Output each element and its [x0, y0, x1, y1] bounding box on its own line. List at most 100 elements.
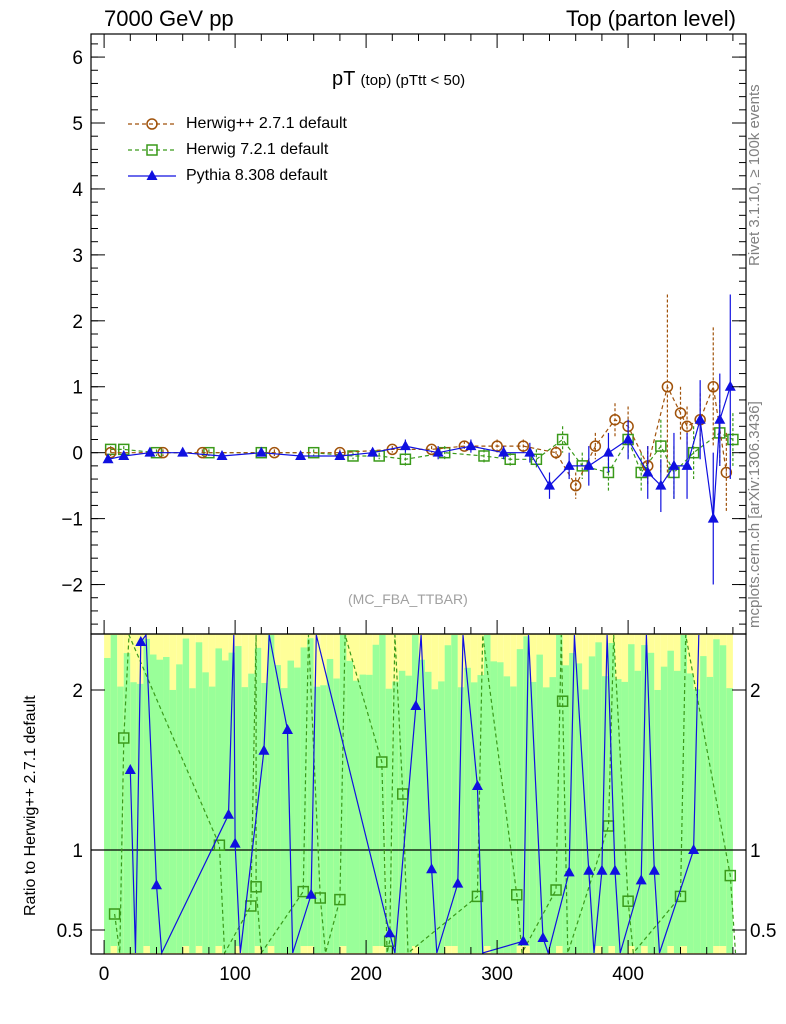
- pythia-point: [216, 449, 228, 460]
- ratio-pythia-point: [384, 927, 396, 938]
- herwigpp-point: [569, 479, 582, 492]
- band-inner: [117, 686, 124, 953]
- pythia-point: [714, 413, 726, 424]
- band-inner: [156, 659, 164, 953]
- band-inner: [228, 652, 236, 953]
- legend-marker: [146, 144, 158, 156]
- main-ytick-label: 1: [72, 378, 83, 399]
- band-inner: [359, 674, 367, 953]
- band-inner: [366, 674, 373, 953]
- herwigpp-point: [681, 420, 693, 433]
- band-inner: [398, 670, 406, 953]
- herwig7-point: [556, 433, 569, 446]
- plot-title-main: pT: [332, 68, 355, 90]
- main-ytick-label: 4: [72, 180, 83, 201]
- pythia-point: [498, 446, 510, 457]
- ratio-pythia-point: [635, 874, 647, 885]
- band-inner: [320, 685, 327, 953]
- ratio-ytick-label-right: 2: [750, 681, 761, 702]
- band-inner: [333, 678, 340, 953]
- band-inner: [261, 682, 268, 953]
- herwigpp-line: [110, 384, 727, 487]
- main-ytick-label: 3: [72, 246, 83, 267]
- pythia-point: [465, 440, 477, 451]
- band-inner: [405, 675, 412, 953]
- band-inner: [248, 673, 255, 953]
- herwig7-point: [655, 440, 667, 452]
- ratio-pythia-point: [537, 932, 549, 942]
- herwigpp-point: [720, 466, 733, 479]
- pythia-point: [399, 440, 411, 451]
- pythia-point: [681, 459, 693, 470]
- legend: [128, 118, 176, 180]
- header-right-label: Top (parton level): [566, 6, 736, 31]
- band-inner: [313, 686, 321, 953]
- band-inner: [431, 689, 439, 953]
- main-ytick-label: −1: [61, 510, 83, 531]
- ratio-xtick-label: 400: [612, 964, 644, 985]
- ratio-ytick-label-left: 0.5: [57, 921, 83, 942]
- band-inner: [608, 643, 615, 946]
- ratio-pythia-point: [282, 724, 293, 734]
- ratio-pythia-point: [124, 764, 136, 774]
- band-inner: [274, 665, 281, 953]
- ratio-pythia-point: [583, 864, 595, 875]
- band-inner: [516, 649, 524, 946]
- band-inner: [562, 665, 570, 953]
- band-inner: [418, 659, 426, 953]
- band-inner: [569, 653, 576, 953]
- pythia-point: [583, 459, 595, 470]
- legend-marker: [146, 170, 158, 180]
- band-inner: [176, 664, 183, 953]
- ratio-pythia-point: [471, 780, 483, 790]
- band-inner: [287, 660, 295, 953]
- band-inner: [123, 653, 131, 953]
- herwigpp-point: [517, 440, 530, 452]
- pythia-point: [622, 433, 634, 444]
- band-inner: [130, 682, 137, 953]
- pythia-point: [144, 446, 156, 457]
- band-inner: [490, 661, 498, 953]
- pythia-point: [432, 446, 444, 457]
- band-inner: [195, 642, 203, 946]
- band-inner: [215, 648, 222, 946]
- ratio-herwig7-point: [556, 695, 569, 707]
- band-inner: [621, 681, 629, 953]
- main-ytick-label: 2: [72, 312, 83, 333]
- herwigpp-point: [609, 413, 621, 426]
- band-inner: [169, 689, 177, 953]
- band-inner: [339, 635, 347, 946]
- herwig7-point: [504, 453, 516, 466]
- band-inner: [654, 689, 661, 953]
- ratio-ytick-label-right: 1: [750, 841, 761, 862]
- herwig7-point: [727, 433, 739, 446]
- band-inner: [425, 671, 432, 953]
- band-inner: [680, 635, 688, 946]
- band-inner: [628, 644, 635, 946]
- band-inner: [241, 687, 249, 953]
- band-inner: [556, 635, 563, 946]
- band-inner: [202, 672, 209, 953]
- band-inner: [470, 682, 478, 953]
- band-inner: [575, 663, 583, 953]
- band-inner: [385, 688, 393, 953]
- band-inner: [267, 635, 275, 946]
- analysis-label: (MC_FBA_TTBAR): [348, 591, 468, 607]
- pythia-point: [295, 449, 307, 460]
- ratio-herwig7-point: [724, 869, 737, 882]
- band-inner: [523, 636, 530, 946]
- band-inner: [549, 677, 557, 953]
- main-ytick-label: 6: [72, 48, 83, 69]
- band-inner: [372, 644, 380, 946]
- band-inner: [510, 686, 517, 953]
- ratio-uncertainty-bands: [104, 634, 733, 954]
- ratio-herwig7-point: [511, 889, 523, 901]
- ratio-herwig7-point: [471, 890, 484, 903]
- ratio-herwig7-point: [250, 881, 262, 893]
- main-ytick-label: 5: [72, 114, 83, 135]
- band-inner: [104, 658, 111, 953]
- ratio-pythia-point: [609, 864, 621, 875]
- band-inner: [392, 681, 399, 953]
- ratio-pythia-point: [426, 863, 438, 874]
- herwig7-point: [687, 446, 700, 459]
